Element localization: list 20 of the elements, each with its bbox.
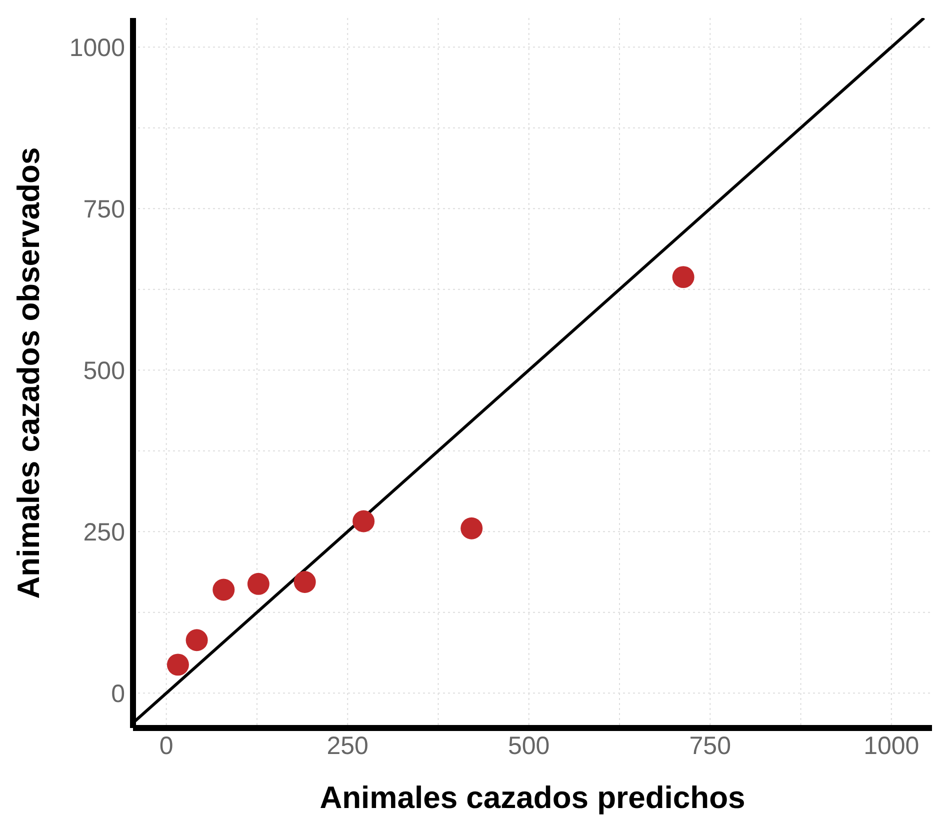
x-tick-label: 1000 xyxy=(864,732,920,760)
y-tick-label: 500 xyxy=(83,356,125,385)
y-tick-label: 250 xyxy=(83,518,125,546)
point xyxy=(186,629,208,652)
point xyxy=(166,654,189,676)
point xyxy=(672,266,694,288)
y-tick-label: 750 xyxy=(83,195,125,224)
point xyxy=(294,571,316,593)
y-tick-label: 0 xyxy=(111,680,125,708)
point xyxy=(247,572,270,595)
x-axis-title: Animales cazados predichos xyxy=(320,780,746,815)
x-tick-label: 0 xyxy=(159,732,174,760)
y-tick-label: 1000 xyxy=(69,34,125,62)
x-tick-label: 750 xyxy=(689,732,731,760)
point xyxy=(460,517,483,540)
y-axis-title: Animales cazados observados xyxy=(11,147,46,599)
point xyxy=(352,510,375,532)
x-tick-label: 500 xyxy=(508,732,550,760)
x-tick-label: 250 xyxy=(326,732,368,760)
point xyxy=(212,578,235,601)
